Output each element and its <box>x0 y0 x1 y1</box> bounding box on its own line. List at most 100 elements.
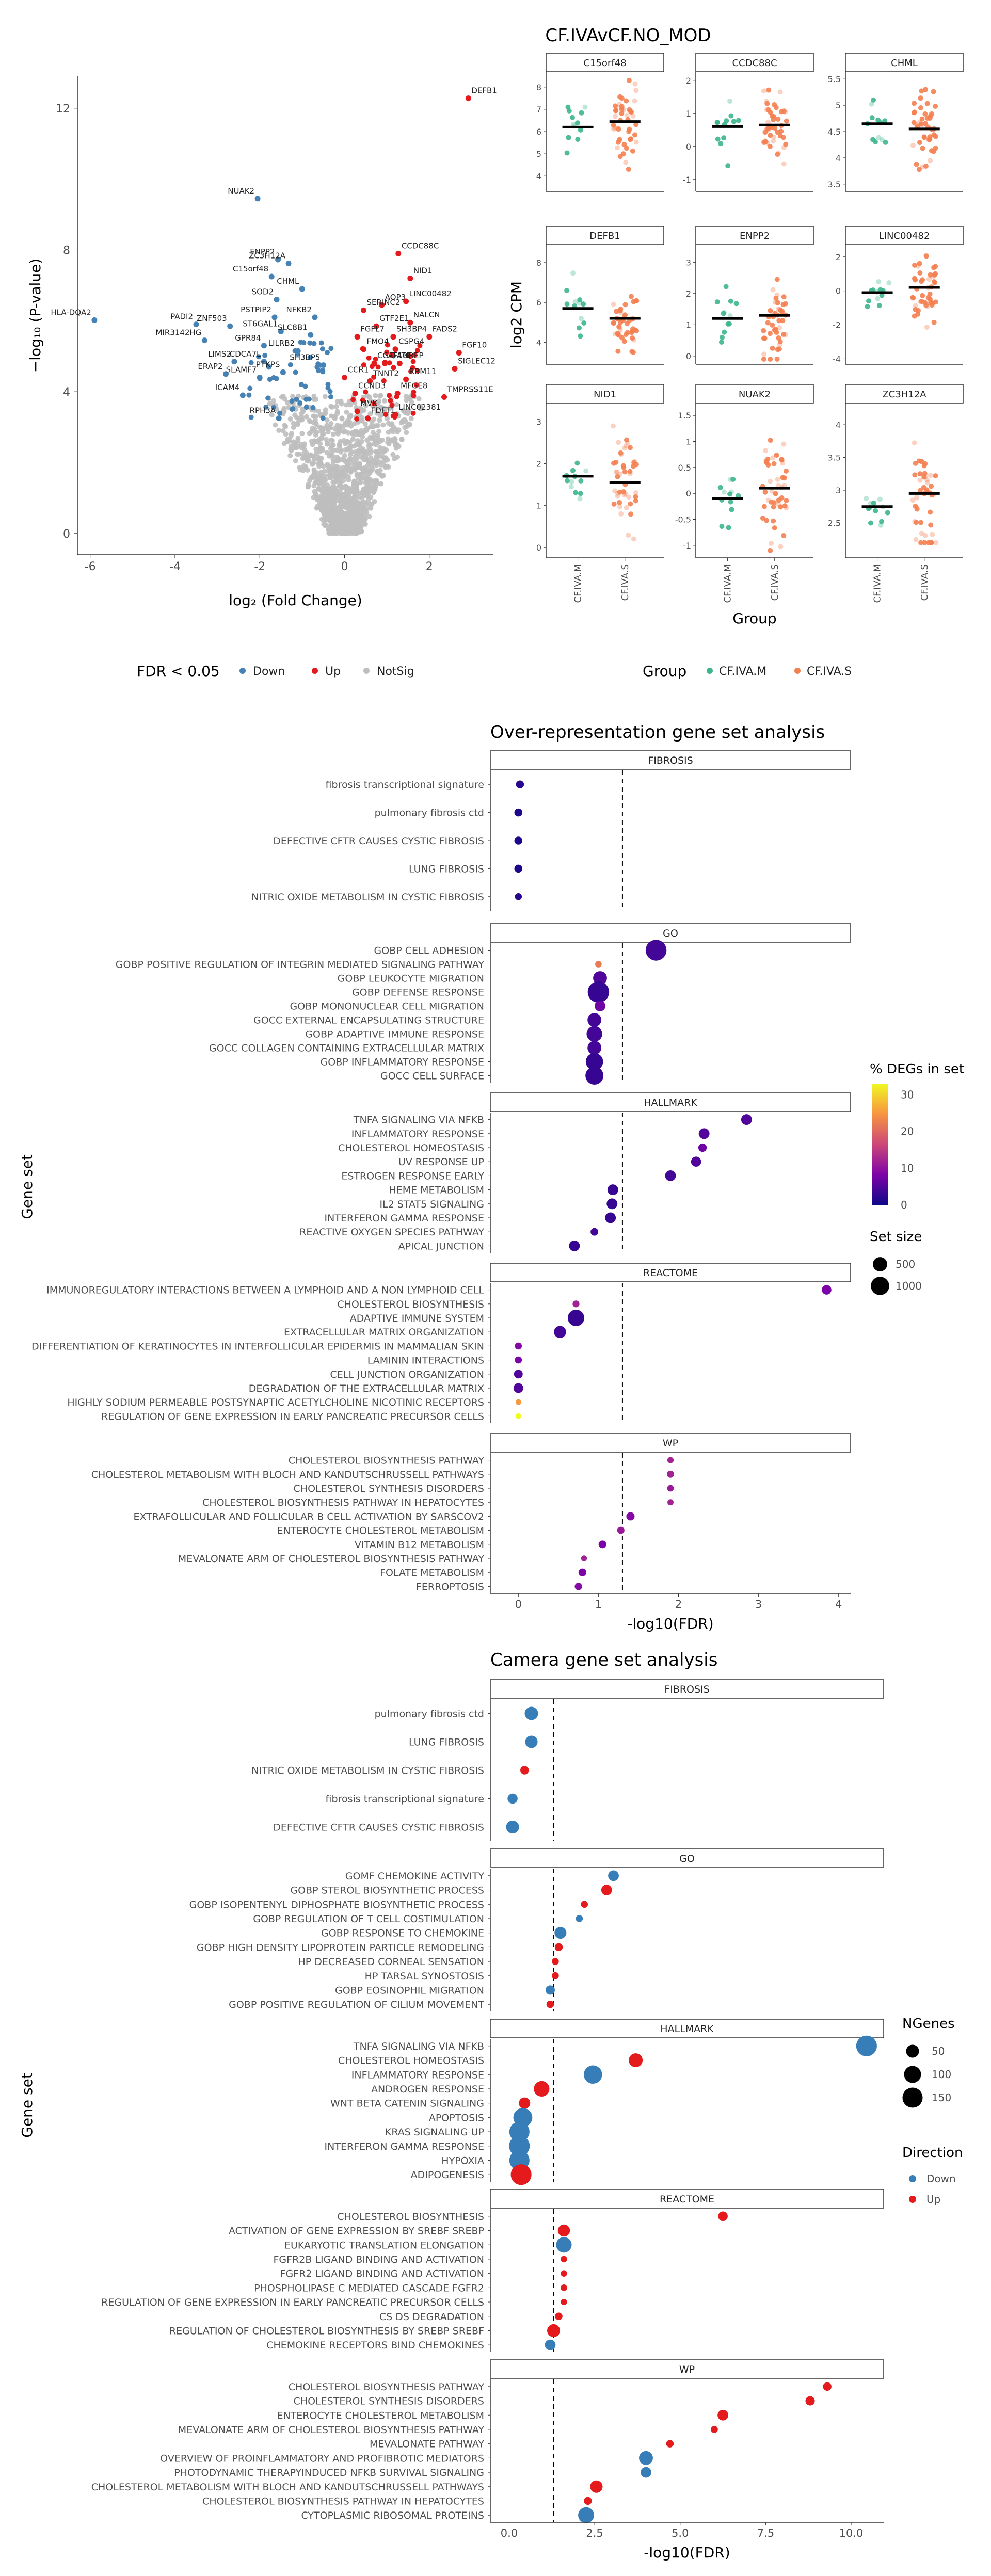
volcano-point-notsig <box>357 512 362 518</box>
volcano-point-notsig <box>269 412 275 417</box>
volcano-y-tick-label: 8 <box>63 244 70 257</box>
volcano-point-notsig <box>352 527 358 533</box>
strip-point-cf-iva-s <box>624 437 629 443</box>
strip-panel-gene: NUAK2 <box>739 389 771 400</box>
ora-point <box>590 1228 599 1236</box>
strip-point-cf-iva-s <box>919 88 924 94</box>
volcano-point-up <box>408 353 413 359</box>
volcano-point-down <box>262 352 268 358</box>
strip-point-cf-iva-s <box>623 159 629 165</box>
strip-point-cf-iva-m <box>577 496 583 502</box>
strip-point-cf-iva-m <box>721 135 727 141</box>
volcano-point-notsig <box>345 458 350 464</box>
volcano-point-notsig <box>366 513 372 519</box>
volcano-point-notsig <box>345 439 350 445</box>
volcano-point-notsig <box>350 503 356 509</box>
camera-plot: Camera gene set analysis FIBROSIS pulmonar… <box>19 1650 963 2561</box>
strip-y-tick-label: -4 <box>833 354 841 364</box>
strip-y-tick-label: 0.5 <box>678 463 691 473</box>
strip-panel-header <box>695 384 814 404</box>
strip-y-tick-label: 2 <box>686 76 691 86</box>
ora-size-legend-key <box>871 1277 889 1295</box>
strip-point-cf-iva-s <box>929 484 934 489</box>
volcano-point-notsig <box>396 427 402 433</box>
strip-point-cf-iva-m <box>570 468 576 473</box>
volcano-point-down <box>293 369 298 375</box>
volcano-point-notsig <box>375 481 380 487</box>
volcano-point-notsig <box>329 528 335 534</box>
volcano-point-notsig <box>279 394 284 400</box>
ora-x-tick-label: 0 <box>515 1598 522 1611</box>
strip-y-tick-label: 1 <box>686 109 691 119</box>
strip-point-cf-iva-s <box>765 320 771 326</box>
strip-point-cf-iva-s <box>765 462 771 468</box>
strip-point-cf-iva-s <box>912 472 918 478</box>
ora-set-label: GOCC CELL SURFACE <box>380 1071 484 1082</box>
volcano-point-label: ATAT1 <box>388 351 411 360</box>
volcano-point-notsig <box>338 447 343 453</box>
strip-point-cf-iva-s <box>929 540 934 545</box>
strip-point-cf-iva-s <box>631 337 636 343</box>
camera-facet-header <box>490 1848 884 1868</box>
camera-point <box>581 1901 588 1908</box>
volcano-point-up <box>384 349 390 355</box>
volcano-point-label: ICAM4 <box>215 383 240 392</box>
strip-y-tick-label: 4 <box>536 171 541 181</box>
volcano-point-down <box>248 414 254 420</box>
strip-panel-header <box>546 226 664 245</box>
volcano-point-notsig <box>363 403 369 409</box>
volcano-point-notsig <box>314 505 319 511</box>
volcano-point-notsig <box>313 396 319 402</box>
volcano-point-notsig <box>330 456 336 462</box>
strip-point-cf-iva-s <box>772 525 777 531</box>
volcano-point-notsig <box>354 492 359 498</box>
ora-set-label: LAMININ INTERACTIONS <box>367 1355 484 1366</box>
volcano-point-notsig <box>324 441 330 447</box>
strip-point-cf-iva-s <box>613 469 619 475</box>
volcano-point-label: GTF2E1 <box>379 314 409 323</box>
volcano-point-notsig <box>340 457 345 462</box>
strip-panel-gene: CHML <box>891 58 918 69</box>
volcano-point-notsig <box>344 409 349 415</box>
camera-point <box>554 1927 567 1939</box>
volcano-point-up <box>342 375 347 381</box>
volcano-point-notsig <box>298 442 304 447</box>
ora-set-label: ADAPTIVE IMMUNE SYSTEM <box>350 1313 484 1324</box>
strip-point-cf-iva-s <box>919 122 924 127</box>
strip-point-cf-iva-s <box>622 469 628 475</box>
strip-point-cf-iva-m <box>727 99 733 104</box>
volcano-point-down <box>193 321 199 328</box>
volcano-point-notsig <box>367 411 373 416</box>
strip-y-tick-label: 3 <box>836 486 841 495</box>
volcano-point-notsig <box>332 507 338 512</box>
strip-point-cf-iva-s <box>917 120 922 125</box>
volcano-point-notsig <box>317 496 323 502</box>
ora-facet-name: GO <box>663 928 678 939</box>
volcano-point-notsig <box>385 440 391 445</box>
camera-point <box>561 2299 567 2306</box>
camera-set-label: PHOSPHOLIPASE C MEDIATED CASCADE FGFR2 <box>254 2282 484 2294</box>
volcano-point-notsig <box>317 449 323 455</box>
volcano-point-notsig <box>316 455 322 460</box>
volcano-point-notsig <box>331 466 337 472</box>
strip-point-cf-iva-m <box>868 520 873 526</box>
volcano-point-label: NUAK2 <box>228 186 254 196</box>
ora-point <box>617 1526 625 1534</box>
volcano-point-notsig <box>369 420 375 425</box>
volcano-point-down <box>231 359 237 365</box>
strip-point-cf-iva-s <box>774 356 780 362</box>
volcano-point-notsig <box>306 458 312 464</box>
volcano-point-notsig <box>338 398 344 404</box>
strip-point-cf-iva-s <box>919 116 925 122</box>
strip-point-cf-iva-m <box>866 298 871 304</box>
camera-point <box>509 2135 530 2156</box>
strip-point-cf-iva-m <box>582 104 588 110</box>
volcano-point-notsig <box>324 417 330 423</box>
strip-point-cf-iva-s <box>927 136 933 142</box>
strip-point-cf-iva-s <box>931 265 937 270</box>
camera-point <box>578 2507 594 2523</box>
strip-point-cf-iva-s <box>781 441 787 447</box>
ora-point <box>514 836 523 845</box>
strip-point-cf-iva-s <box>913 303 918 309</box>
ora-set-label: GOBP INFLAMMATORY RESPONSE <box>321 1057 484 1068</box>
